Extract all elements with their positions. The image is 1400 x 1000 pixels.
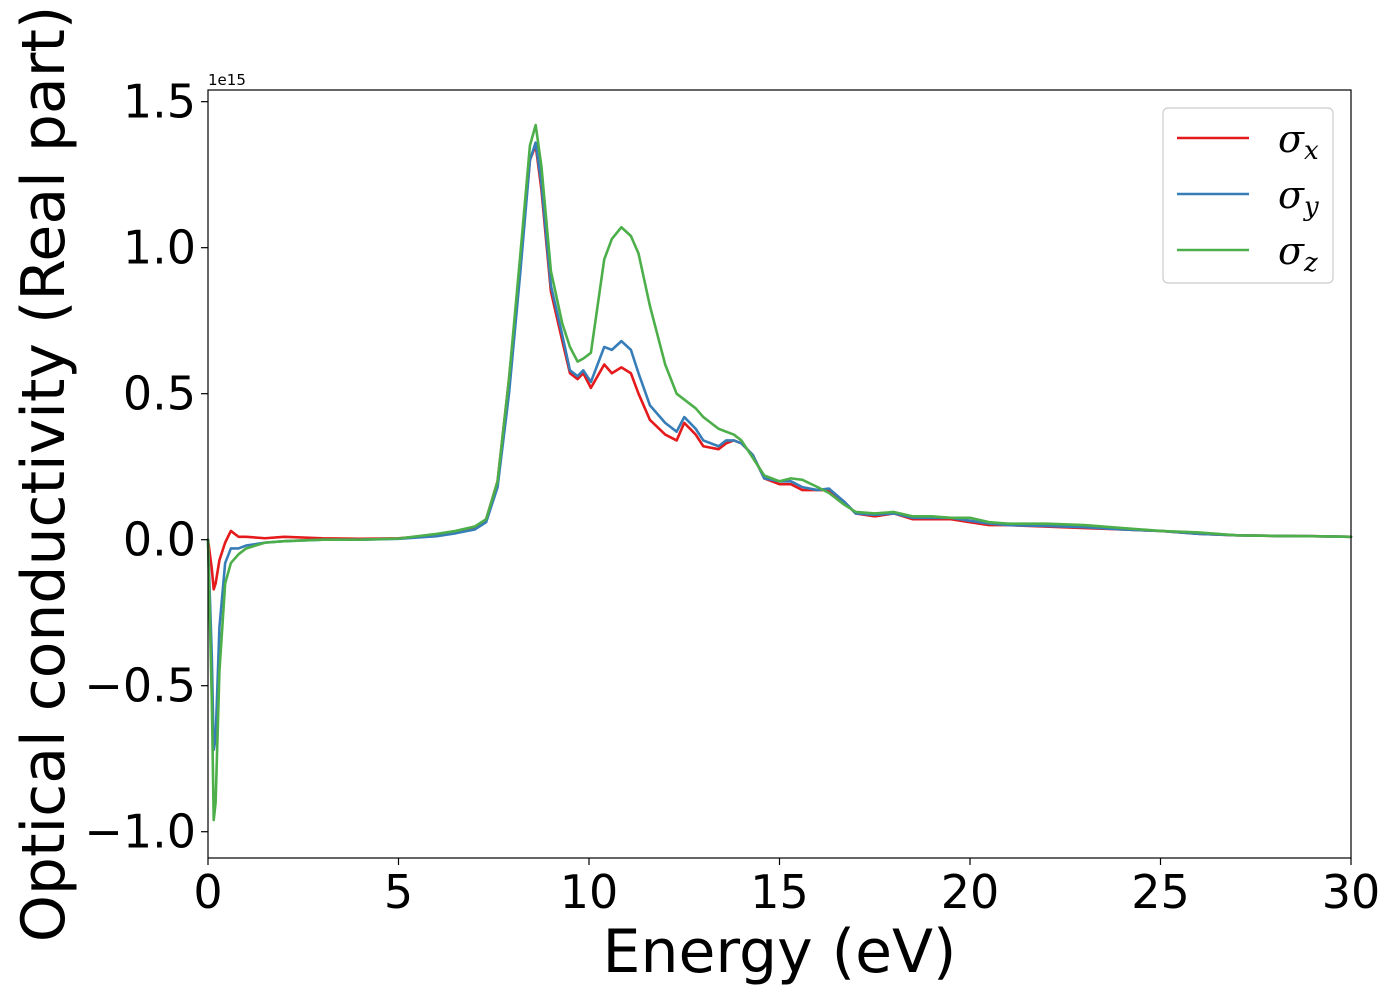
y-tick-label: −1.0: [84, 805, 196, 859]
y-axis-offset-label: 1e15: [208, 71, 246, 89]
y-tick-label: 1.5: [123, 75, 196, 129]
x-tick-label: 20: [941, 865, 1000, 919]
y-tick-label: 1.0: [123, 221, 196, 275]
x-axis-label: Energy (eV): [603, 917, 957, 987]
x-tick-label: 25: [1131, 865, 1190, 919]
y-tick-label: −0.5: [84, 659, 196, 713]
legend-label-x: σx: [1278, 117, 1319, 166]
legend-label-y: σy: [1278, 173, 1319, 222]
y-axis-label: Optical conductivity (Real part): [9, 6, 79, 943]
x-tick-label: 15: [750, 865, 809, 919]
y-tick-label: 0.0: [123, 513, 196, 567]
x-tick-label: 30: [1322, 865, 1381, 919]
y-axis-ticks: −1.0 −0.5 0.0 0.5 1.0 1.5: [84, 75, 208, 859]
series-line-z: [206, 123, 1353, 822]
x-axis-ticks: 0 5 10 15 20 25 30: [193, 858, 1380, 919]
x-tick-label: 5: [384, 865, 413, 919]
series-lines: [206, 123, 1353, 822]
y-tick-label: 0.5: [123, 367, 196, 421]
legend: σx σy σz: [1162, 107, 1334, 284]
x-tick-label: 0: [193, 865, 222, 919]
legend-box: [1162, 107, 1334, 284]
x-tick-label: 10: [560, 865, 619, 919]
legend-label-z: σz: [1278, 229, 1318, 278]
